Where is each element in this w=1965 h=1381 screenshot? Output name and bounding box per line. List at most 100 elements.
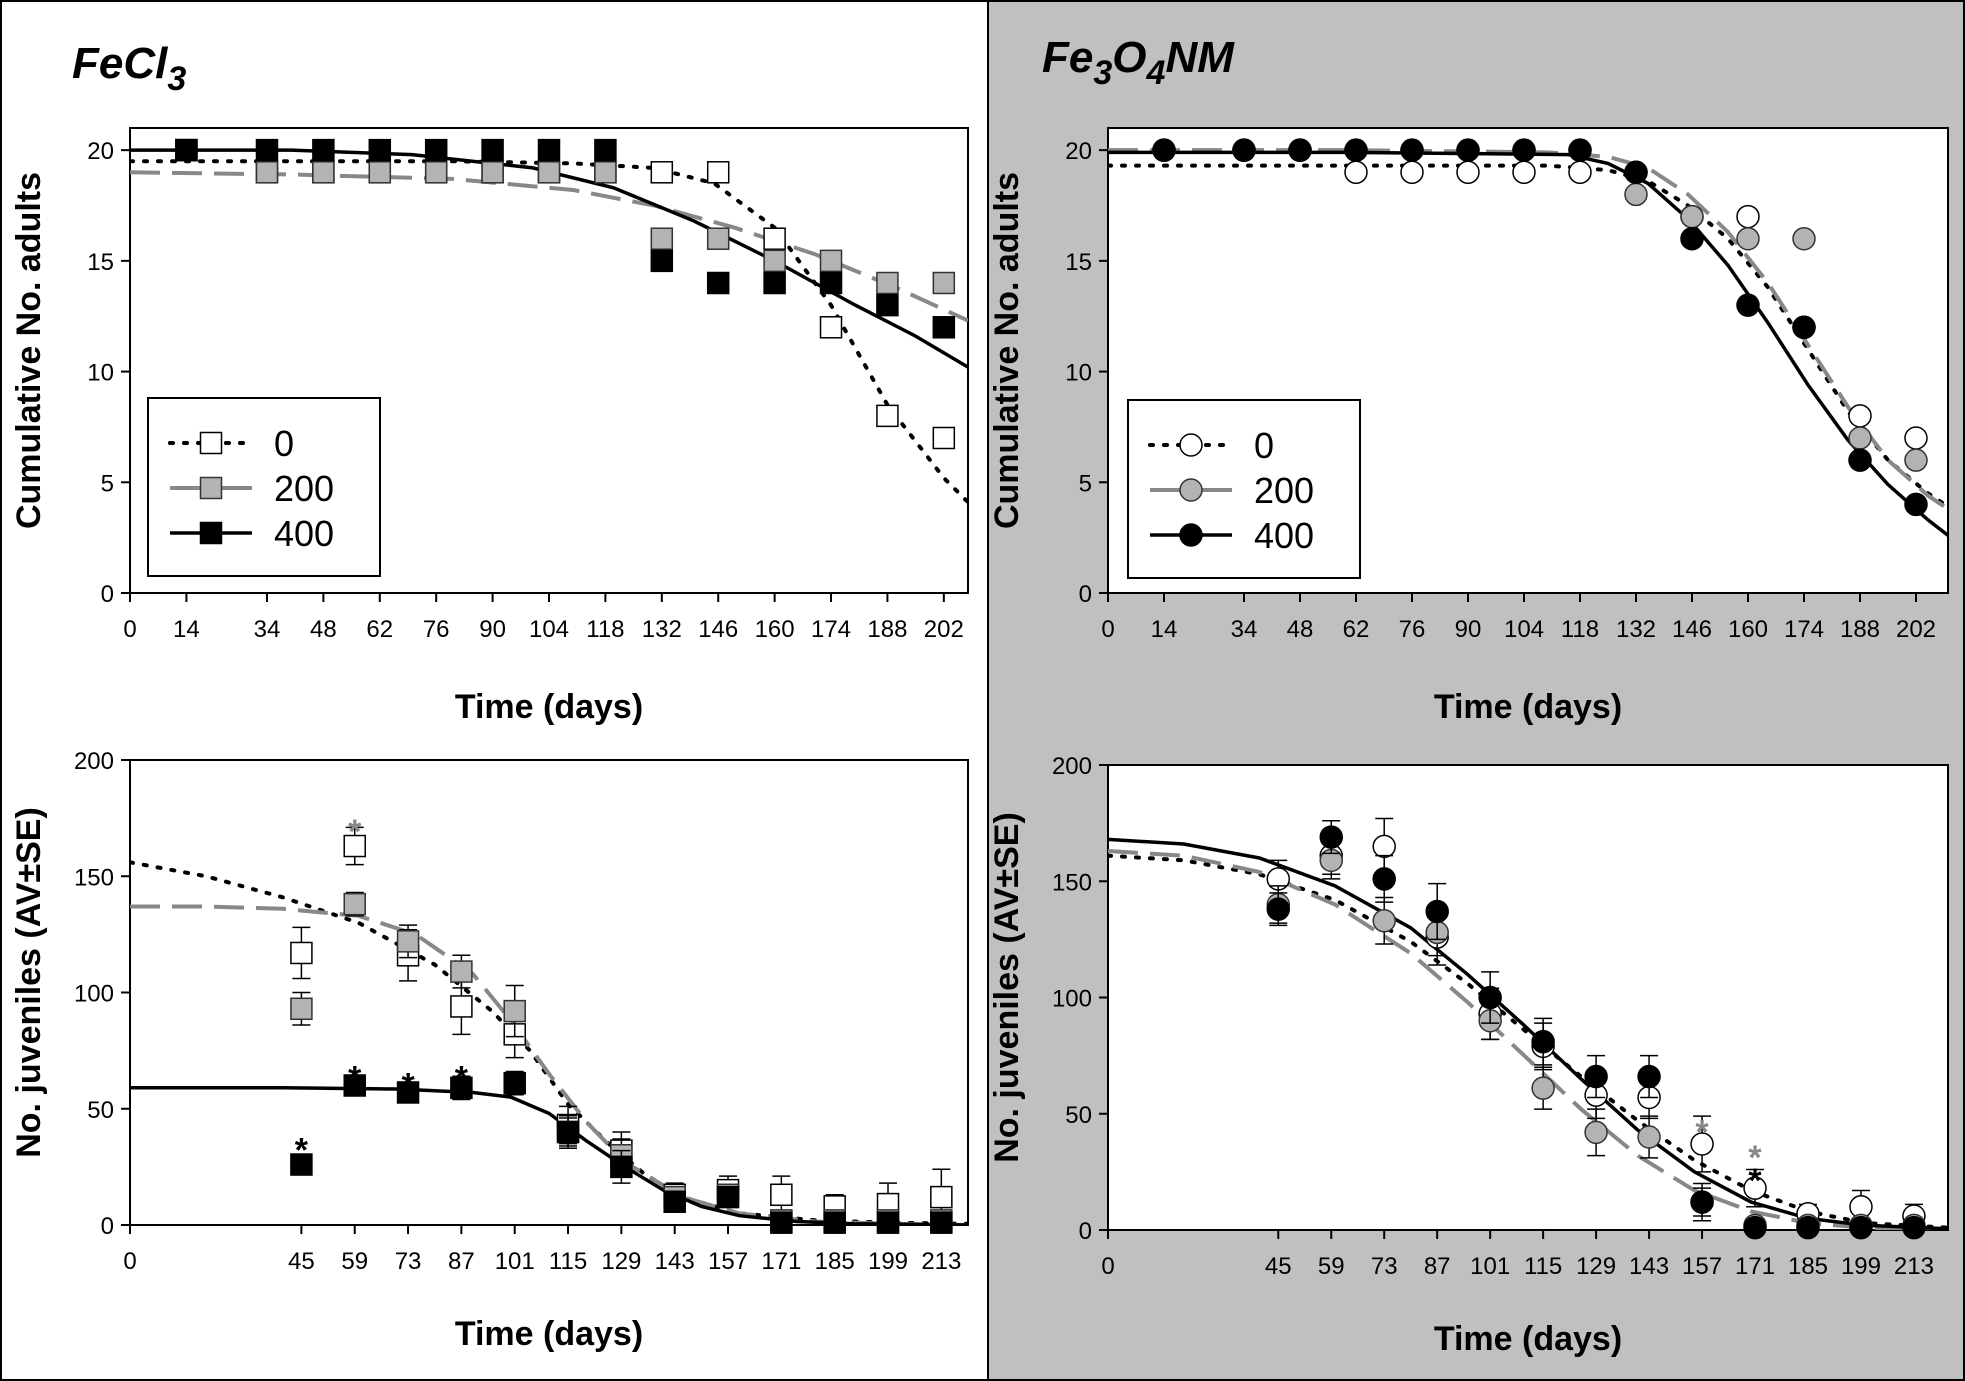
data-point [1792,315,1816,340]
data-point [930,1211,953,1234]
data-point [823,1211,846,1234]
x-tick-label: 34 [1231,616,1258,643]
data-point [1690,1132,1714,1156]
data-point [610,1155,633,1179]
data-point [932,316,956,339]
data-point [663,1190,686,1213]
x-tick-label: 0 [123,616,136,643]
right-panel-title-sub1: 3 [1093,54,1112,92]
x-tick-label: 199 [868,1248,908,1275]
data-point [1637,1064,1661,1089]
data-point [930,1185,953,1209]
data-point [503,1071,526,1095]
series-400 [1108,150,1948,537]
x-tick-label: 62 [1343,616,1370,643]
data-point [1266,897,1291,921]
data-point [1400,160,1424,185]
data-point [1848,404,1872,428]
legend-label: 200 [274,468,334,509]
x-tick-label: 146 [698,616,738,643]
data-point [1624,182,1648,207]
fe3o4nm-adults-chart: 0 14 34 48 62 76 90 104 118 132 146 160 174 188 202 0 5 1… [988,127,1949,726]
data-point [1848,448,1872,472]
x-tick-label: 188 [867,616,907,643]
data-point [1902,1215,1926,1240]
fit-line-400 [1108,150,1948,537]
data-point [1904,448,1928,472]
data-point [1372,909,1396,933]
y-tick-label: 10 [1065,360,1092,387]
data-point [1568,138,1592,162]
y-tick-label: 200 [74,748,114,775]
legend-marker [1179,433,1203,457]
data-point [424,138,448,162]
data-point [1478,985,1502,1010]
right-panel-title: Fe3O4NM [1042,33,1235,92]
x-axis-label: Time (days) [455,1315,643,1353]
data-point [1743,1176,1767,1200]
data-point [503,999,526,1023]
data-point [481,161,504,184]
x-tick-label: 171 [761,1248,801,1275]
data-point [537,161,561,184]
data-point [650,249,674,273]
x-tick-label: 202 [1896,616,1936,643]
data-point [1680,204,1704,229]
x-tick-label: 213 [921,1248,961,1275]
legend-marker [1179,478,1203,502]
data-point [763,249,786,273]
data-point [1400,138,1424,162]
legend-marker [199,476,223,500]
y-tick-label: 5 [101,470,114,497]
x-tick-label: 62 [366,616,393,643]
data-point [1344,138,1368,162]
x-tick-label: 101 [1470,1253,1510,1280]
data-point [450,960,473,983]
data-point [175,138,198,162]
x-tick-label: 213 [1894,1253,1934,1280]
data-point [1680,226,1704,251]
right-panel-title-mid: O [1112,33,1146,82]
legend-marker [199,431,223,455]
data-point [706,161,730,184]
data-point [1531,1029,1555,1054]
data-point [556,1120,580,1144]
data-point [1792,226,1816,251]
legend-label: 0 [1254,425,1274,466]
x-axis-label: Time (days) [1434,688,1622,726]
x-tick-label: 45 [1265,1253,1292,1280]
x-tick-label: 101 [495,1248,535,1275]
y-tick-label: 0 [101,1213,114,1240]
x-tick-label: 157 [1682,1253,1722,1280]
data-point [1512,138,1536,162]
data-point [1288,138,1312,162]
x-tick-label: 143 [655,1248,695,1275]
fecl3-adults-chart: 0 14 34 48 62 76 90 104 118 132 146 160 174 188 202 0 5 1… [10,127,969,726]
data-point [255,138,279,162]
y-tick-label: 10 [87,360,114,387]
data-point [396,1081,420,1104]
x-tick-label: 45 [288,1248,315,1275]
data-point [932,271,956,295]
data-point [312,161,335,184]
data-point [876,404,899,428]
data-point [343,834,366,858]
right-panel-title-suffix: NM [1165,33,1235,82]
data-point [1344,160,1368,185]
significance-star: * [348,1060,362,1098]
significance-star: * [1695,1113,1709,1151]
x-tick-label: 129 [1576,1253,1616,1280]
data-point [594,138,617,162]
series-400 [130,148,968,369]
fecl3-juveniles-chart: 0 45 59 73 87 101 115 129 143 157 171 185 199 213 0 50 1… [10,748,969,1353]
data-point [396,930,420,953]
markers-400 [290,1070,953,1234]
data-point [1736,293,1760,317]
x-tick-label: 59 [1318,1253,1345,1280]
data-point [290,1153,313,1176]
data-point [312,138,335,162]
fit-line-0 [1108,163,1948,509]
